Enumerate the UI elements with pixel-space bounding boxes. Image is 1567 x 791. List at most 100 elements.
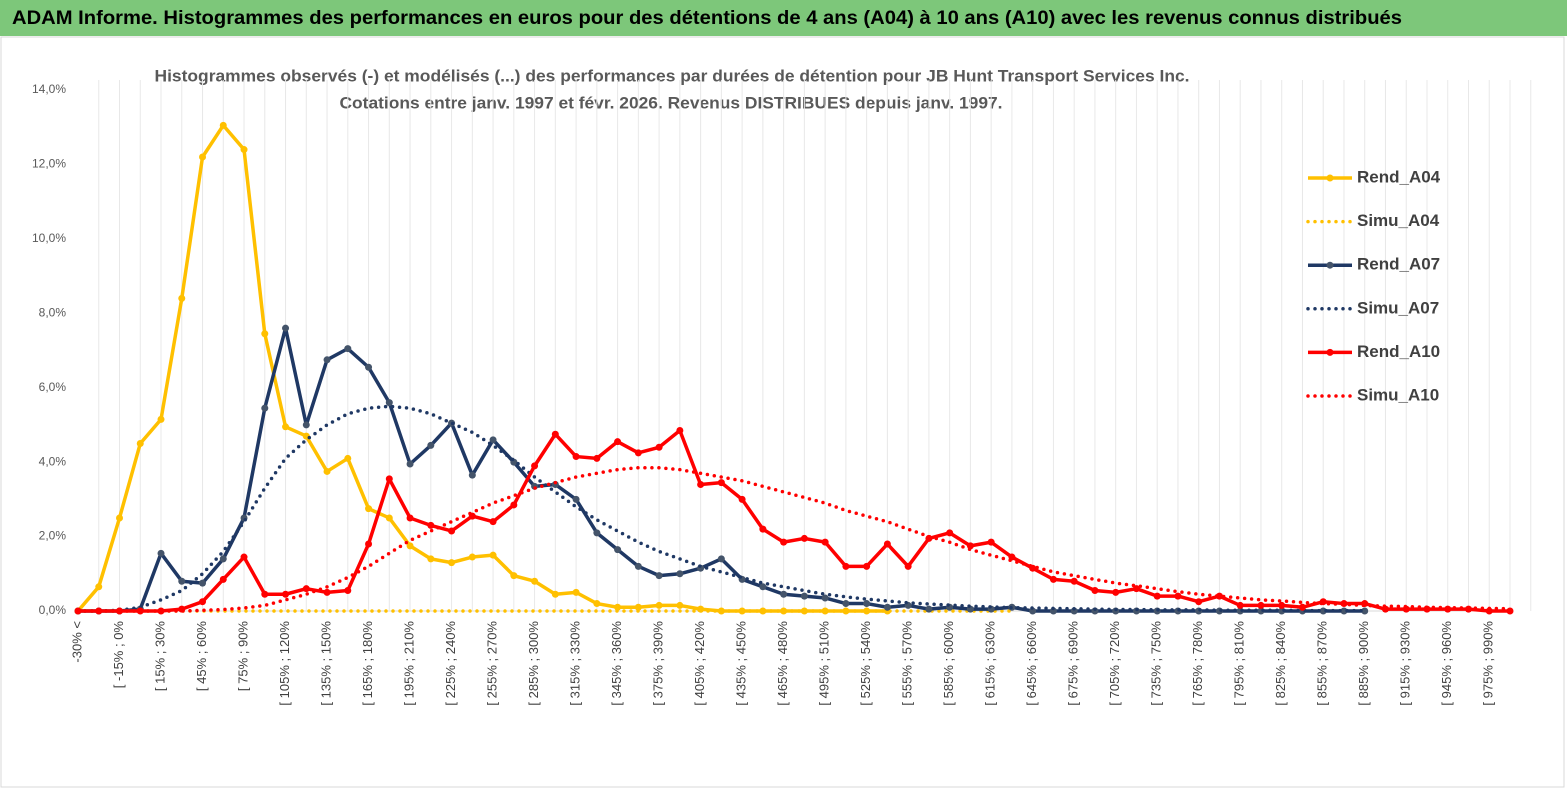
data-point (282, 423, 290, 431)
x-tick-label: [ 885% ; 900% (1356, 621, 1371, 706)
data-point (759, 525, 767, 533)
data-point (302, 585, 310, 593)
data-point (572, 495, 580, 503)
data-point (800, 534, 808, 542)
data-point (282, 324, 290, 332)
data-point (1112, 588, 1120, 596)
y-tick-label: 2,0% (39, 529, 67, 543)
data-point (863, 607, 871, 615)
data-point (614, 603, 622, 611)
data-point (676, 427, 684, 435)
x-tick-label: [ 615% ; 630% (983, 621, 998, 706)
data-point (468, 471, 476, 479)
data-point (987, 538, 995, 546)
data-point (365, 540, 373, 548)
data-point (634, 603, 642, 611)
data-point (759, 583, 767, 591)
data-point (1091, 587, 1099, 595)
data-point (717, 479, 725, 487)
data-point (1132, 585, 1140, 593)
legend-marker (1326, 174, 1334, 182)
data-point (344, 454, 352, 462)
data-point (427, 521, 435, 529)
x-tick-label: [ 825% ; 840% (1273, 621, 1288, 706)
data-point (219, 121, 227, 129)
data-point (385, 514, 393, 522)
data-point (489, 518, 497, 526)
data-point (883, 540, 891, 548)
data-point (199, 153, 207, 161)
x-tick-label: [ 15% ; 30% (152, 621, 167, 692)
data-point (240, 553, 248, 561)
data-point (199, 579, 207, 587)
legend: Rend_A04 Simu_A04 Rend_A07 Simu_A07 Rend_A10… (1306, 167, 1441, 404)
data-point (261, 330, 269, 338)
data-point (344, 587, 352, 595)
header-bar (0, 0, 1567, 36)
y-tick-label: 6,0% (39, 380, 67, 394)
chart-frame (0, 36, 1565, 788)
data-point (863, 562, 871, 570)
chart-subtitle: Cotations entre janv. 1997 et févr. 2026… (340, 93, 1003, 112)
x-tick-label: [ 645% ; 660% (1024, 621, 1039, 706)
data-point (634, 562, 642, 570)
x-tick-label: [ 105% ; 120% (277, 621, 292, 706)
data-point (655, 443, 663, 451)
data-point (531, 577, 539, 585)
data-point (323, 467, 331, 475)
data-point (448, 527, 456, 535)
legend-label: Simu_A04 (1357, 211, 1440, 230)
chart-title: Histogrammes observés (-) et modélisés (… (155, 66, 1190, 85)
x-tick-label: [ 195% ; 210% (401, 621, 416, 706)
data-point (821, 594, 829, 602)
data-point (842, 607, 850, 615)
data-point (676, 570, 684, 578)
x-tick-label: [ 255% ; 270% (485, 621, 500, 706)
data-point (551, 430, 559, 438)
data-point (572, 453, 580, 461)
data-point (406, 514, 414, 522)
data-point (614, 438, 622, 446)
y-tick-label: 4,0% (39, 454, 67, 468)
x-tick-label: [ 165% ; 180% (360, 621, 375, 706)
data-point (365, 505, 373, 513)
data-point (863, 600, 871, 608)
data-point (842, 600, 850, 608)
data-point (406, 460, 414, 468)
data-point (261, 404, 269, 412)
data-point (1340, 607, 1348, 615)
data-point (883, 603, 891, 611)
grid: 0,0% 2,0% 4,0% 6,0% 8,0% 10,0% 12,0% 14,0% -30% … (32, 80, 1532, 706)
data-point (157, 549, 165, 557)
data-point (551, 590, 559, 598)
data-point (925, 605, 933, 613)
x-tick-label: [ 45% ; 60% (194, 621, 209, 692)
data-point (95, 583, 103, 591)
x-tick-label: [ 315% ; 330% (568, 621, 583, 706)
series-group (74, 121, 1514, 615)
data-point (1195, 598, 1203, 606)
data-point (593, 600, 601, 608)
data-point (1049, 575, 1057, 583)
legend-label: Simu_A10 (1357, 385, 1439, 404)
x-tick-label: [ 795% ; 810% (1232, 621, 1247, 706)
data-point (717, 555, 725, 563)
series-line (76, 123, 888, 613)
data-point (800, 592, 808, 600)
y-tick-label: 8,0% (39, 305, 67, 319)
x-tick-label: [ 555% ; 570% (900, 621, 915, 706)
x-tick-label: [ 345% ; 360% (609, 621, 624, 706)
legend-marker (1326, 348, 1334, 356)
data-point (572, 588, 580, 596)
data-point (531, 462, 539, 470)
data-point (468, 553, 476, 561)
data-point (344, 345, 352, 353)
data-point (1215, 592, 1223, 600)
data-point (385, 475, 393, 483)
x-tick-label: [ 225% ; 240% (443, 621, 458, 706)
data-point (489, 436, 497, 444)
data-point (489, 551, 497, 559)
x-tick-label: [ 705% ; 720% (1107, 621, 1122, 706)
data-point (676, 601, 684, 609)
